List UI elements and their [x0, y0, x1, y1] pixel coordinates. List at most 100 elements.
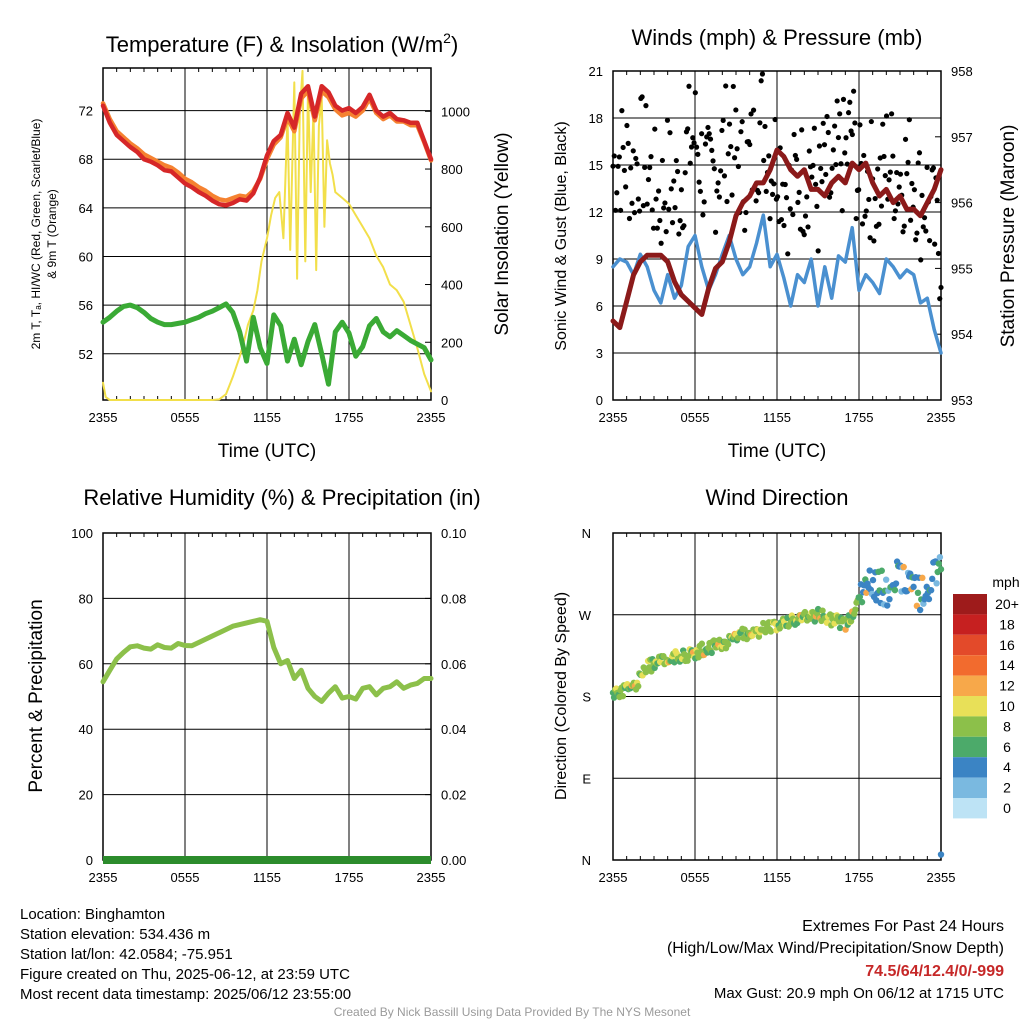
gust-point — [626, 215, 633, 222]
gust-point — [743, 209, 749, 216]
gust-point — [739, 119, 745, 125]
gust-point — [624, 122, 630, 129]
legend-swatch — [953, 614, 987, 635]
gust-point — [610, 163, 616, 169]
gust-point — [692, 90, 698, 96]
gust-point — [614, 190, 620, 196]
gust-point — [818, 165, 824, 172]
gust-point — [901, 223, 907, 229]
gust-point — [829, 165, 835, 171]
gust-point — [867, 235, 873, 241]
extremes-title: Extremes For Past 24 Hours — [802, 918, 1004, 935]
legend-label: 10 — [999, 698, 1015, 714]
gust-point — [813, 181, 819, 187]
gust-point — [738, 129, 744, 135]
gust-point — [668, 186, 674, 192]
gust-point — [805, 224, 811, 230]
gust-point — [861, 152, 867, 159]
y-tick-label-right: 0.08 — [441, 591, 466, 606]
gust-point — [802, 213, 809, 219]
extremes-subtitle: (High/Low/Max Wind/Precipitation/Snow De… — [666, 940, 1004, 957]
gust-point — [657, 217, 663, 224]
gust-point — [761, 157, 767, 164]
legend-label: 14 — [999, 657, 1015, 673]
y-tick-label-left: 64 — [79, 201, 93, 216]
legend-label: 12 — [999, 678, 1015, 694]
direction-point — [836, 624, 844, 632]
y-tick-label-left: 52 — [79, 347, 93, 362]
y-tick-label-left: 56 — [79, 298, 93, 313]
x-tick-label: 1155 — [253, 410, 281, 425]
x-tick-label: 0555 — [681, 870, 710, 885]
gust-point — [918, 257, 924, 263]
x-tick-label: 2355 — [927, 410, 956, 425]
gust-point — [686, 83, 692, 89]
gust-point — [648, 154, 654, 160]
x-axis-title: Time (UTC) — [218, 441, 317, 462]
gust-point — [902, 136, 909, 142]
gust-point — [878, 203, 885, 209]
legend-swatch — [953, 777, 987, 798]
y-tick-label-right: 955 — [951, 261, 973, 276]
credit-line: Created By Nick Bassill Using Data Provi… — [333, 1005, 691, 1019]
legend-label: 4 — [1003, 759, 1011, 775]
gust-point — [644, 201, 650, 207]
legend-swatch — [953, 594, 987, 615]
gust-point — [674, 168, 681, 175]
station-location: Location: Binghamton — [20, 906, 166, 923]
gust-point — [826, 194, 833, 200]
x-tick-label: 2355 — [89, 410, 118, 425]
y-tick-label-left: E — [582, 771, 591, 786]
rh-line — [100, 617, 434, 704]
legend-label: 18 — [999, 616, 1015, 632]
gust-point — [838, 161, 844, 167]
y-tick-label-left: 18 — [589, 111, 603, 126]
direction-point — [933, 580, 940, 587]
direction-point — [801, 608, 809, 616]
direction-point — [882, 576, 890, 583]
gust-point — [937, 296, 943, 302]
gust-point — [663, 229, 669, 235]
y-tick-label-left: 40 — [79, 722, 93, 737]
gust-point — [935, 250, 942, 257]
x-tick-label: 0555 — [681, 410, 710, 425]
max-gust: Max Gust: 20.9 mph On 06/12 at 1715 UTC — [713, 985, 1004, 1002]
y-tick-label-right: 0.06 — [441, 657, 466, 672]
gust-point — [672, 205, 678, 211]
y-axis-title-left: 2m T, Tₐ, HI/WC (Red, Green, Scarlet/Blu… — [29, 119, 43, 350]
gust-point — [872, 195, 878, 202]
y-tick-label-left: 0 — [86, 853, 93, 868]
direction-point — [927, 587, 935, 594]
gust-point — [673, 157, 679, 164]
gust-point — [840, 96, 847, 102]
y-tick-label-right: 0.00 — [441, 853, 466, 868]
y-axis-title-left: Sonic Wind & Gust (Blue, Black) — [553, 121, 570, 350]
gust-point — [862, 213, 868, 219]
gust-point — [881, 153, 887, 160]
gust-point — [685, 126, 691, 132]
gust-point — [725, 151, 731, 157]
y-tick-label-left: W — [579, 608, 592, 623]
y-axis-title-left: Percent & Precipitation — [26, 599, 47, 792]
gust-point — [919, 192, 925, 198]
x-tick-label: 2355 — [417, 410, 446, 425]
gust-point — [635, 196, 641, 202]
direction-point — [910, 583, 917, 591]
y-axis-title-right: Station Pressure (Maroon) — [998, 125, 1019, 348]
gust-point — [724, 198, 730, 205]
gust-point — [804, 194, 810, 200]
gust-point — [824, 113, 830, 120]
gust-point — [691, 140, 697, 146]
recent-data-timestamp: Most recent data timestamp: 2025/06/12 2… — [20, 986, 352, 1003]
gust-point — [699, 131, 705, 137]
gust-point — [834, 98, 840, 104]
gust-point — [806, 148, 812, 154]
direction-point — [937, 851, 945, 858]
gust-point — [882, 172, 888, 179]
gust-point — [769, 191, 776, 197]
pressure-line — [610, 147, 944, 331]
direction-point — [929, 575, 936, 583]
gust-point — [742, 227, 748, 233]
x-tick-label: 1755 — [335, 410, 364, 425]
y-tick-label-left: 100 — [71, 526, 93, 541]
